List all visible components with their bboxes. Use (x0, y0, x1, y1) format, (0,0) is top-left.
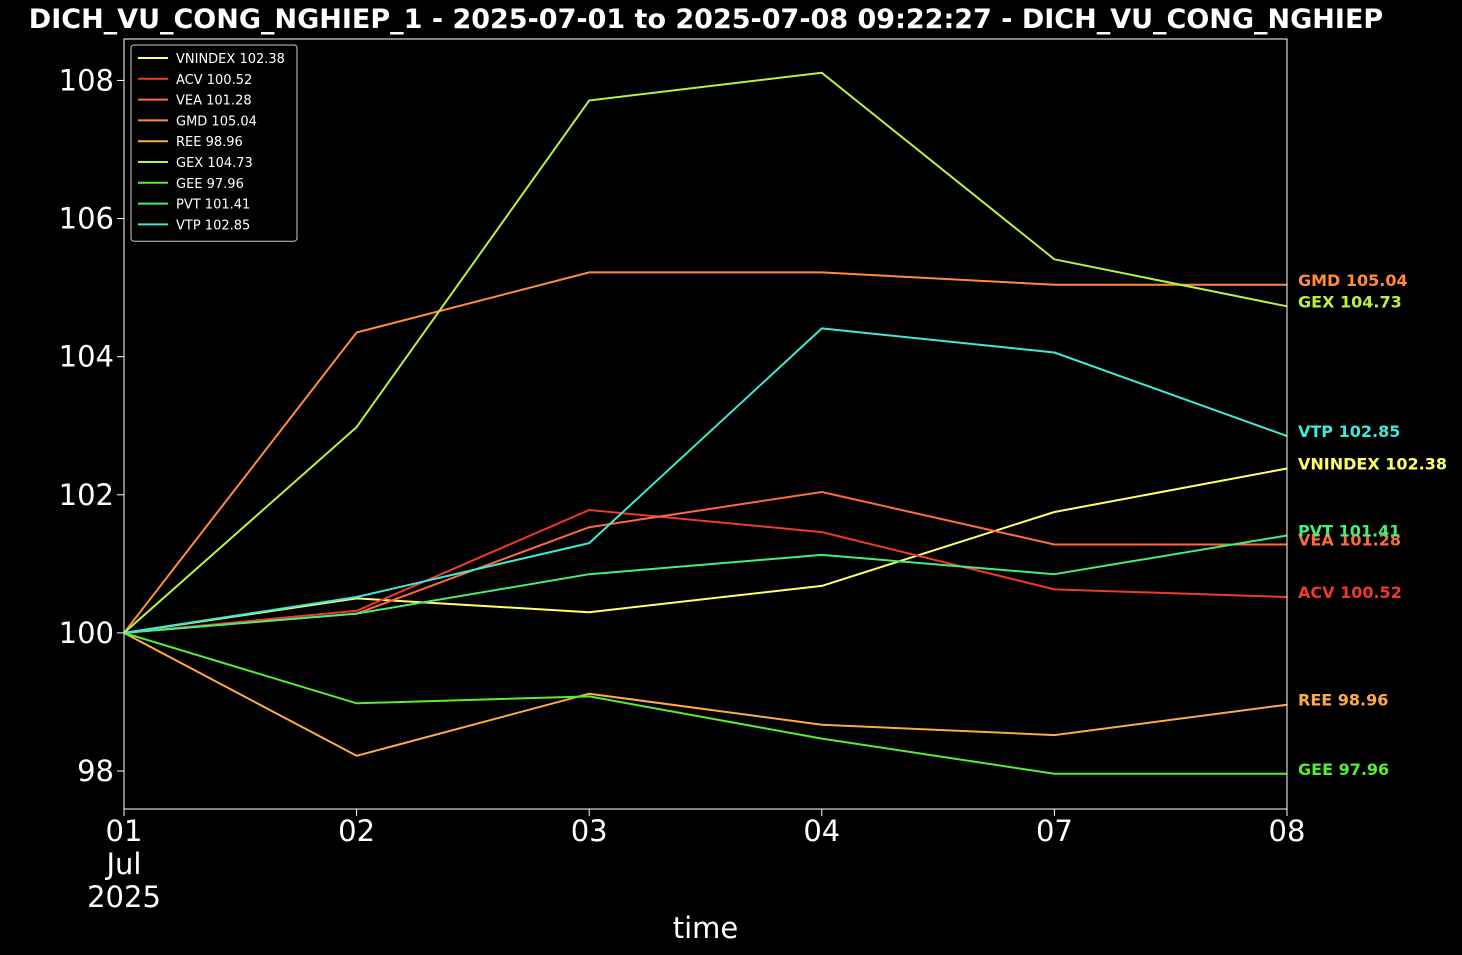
legend-entry-vtp: VTP 102.85 (176, 218, 250, 233)
series-line-ree (123, 632, 1288, 757)
legend-entry-gee: GEE 97.96 (176, 177, 244, 192)
x-tick-label: 02 (338, 814, 375, 848)
x-tick-label: 07 (1036, 814, 1073, 848)
y-axis: 98 100 102 104 106 108 (59, 63, 124, 788)
legend-entry-pvt: PVT 101.41 (176, 198, 250, 213)
x-tick-sublabel: Jul (105, 847, 142, 881)
end-label-vtp: VTP 102.85 (1298, 422, 1400, 441)
y-tick-label: 108 (59, 63, 114, 97)
series-line-gee (123, 631, 1287, 775)
series-line-vnindex (123, 467, 1288, 634)
series-line-gex (123, 71, 1288, 634)
legend-entry-acv: ACV 100.52 (176, 73, 252, 88)
legend-entry-gmd: GMD 105.04 (176, 114, 257, 129)
end-labels: VNINDEX 102.38 ACV 100.52 VEA 101.28 GMD 10… (1298, 271, 1447, 779)
y-tick-label: 100 (59, 616, 114, 650)
end-label-gex: GEX 104.73 (1298, 292, 1402, 311)
legend-entry-vea: VEA 101.28 (176, 94, 252, 109)
x-tick-sublabel: 2025 (87, 880, 161, 914)
x-tick-label: 08 (1269, 814, 1306, 848)
x-tick-label: 01 (106, 814, 143, 848)
legend-entry-vnindex: VNINDEX 102.38 (176, 52, 285, 67)
legend: VNINDEX 102.38 ACV 100.52 VEA 101.28 GMD 10… (130, 44, 298, 242)
end-label-vnindex: VNINDEX 102.38 (1298, 455, 1447, 474)
y-tick-label: 104 (59, 340, 114, 374)
series-line-acv (123, 509, 1288, 634)
x-tick-label: 03 (571, 814, 608, 848)
series-layer (123, 71, 1288, 775)
x-axis-label: time (673, 911, 739, 945)
y-tick-label: 98 (77, 754, 114, 788)
end-label-acv: ACV 100.52 (1298, 583, 1402, 602)
series-line-vtp (123, 327, 1288, 634)
series-line-pvt (123, 534, 1288, 634)
legend-box (130, 44, 298, 242)
plot-frame (123, 38, 1288, 810)
end-label-ree: REE 98.96 (1298, 691, 1388, 710)
chart-title: DICH_VU_CONG_NGHIEP_1 - 2025-07-01 to 20… (28, 4, 1384, 35)
end-label-vea: VEA 101.28 (1298, 531, 1401, 550)
end-label-gmd: GMD 105.04 (1298, 271, 1408, 290)
y-tick-label: 102 (59, 478, 114, 512)
end-label-gee: GEE 97.96 (1298, 760, 1389, 779)
legend-entry-gex: GEX 104.73 (176, 156, 253, 171)
series-line-vea (123, 491, 1287, 634)
series-line-gmd (123, 271, 1287, 634)
end-label-pvt: PVT 101.41 (1298, 522, 1400, 541)
legend-entry-ree: REE 98.96 (176, 135, 243, 150)
y-tick-label: 106 (59, 202, 114, 236)
x-tick-label: 04 (803, 814, 840, 848)
